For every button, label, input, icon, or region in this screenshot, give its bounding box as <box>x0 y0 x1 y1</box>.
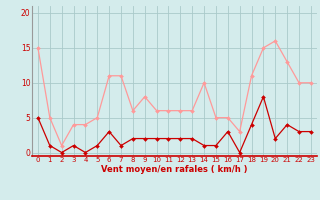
X-axis label: Vent moyen/en rafales ( km/h ): Vent moyen/en rafales ( km/h ) <box>101 165 248 174</box>
